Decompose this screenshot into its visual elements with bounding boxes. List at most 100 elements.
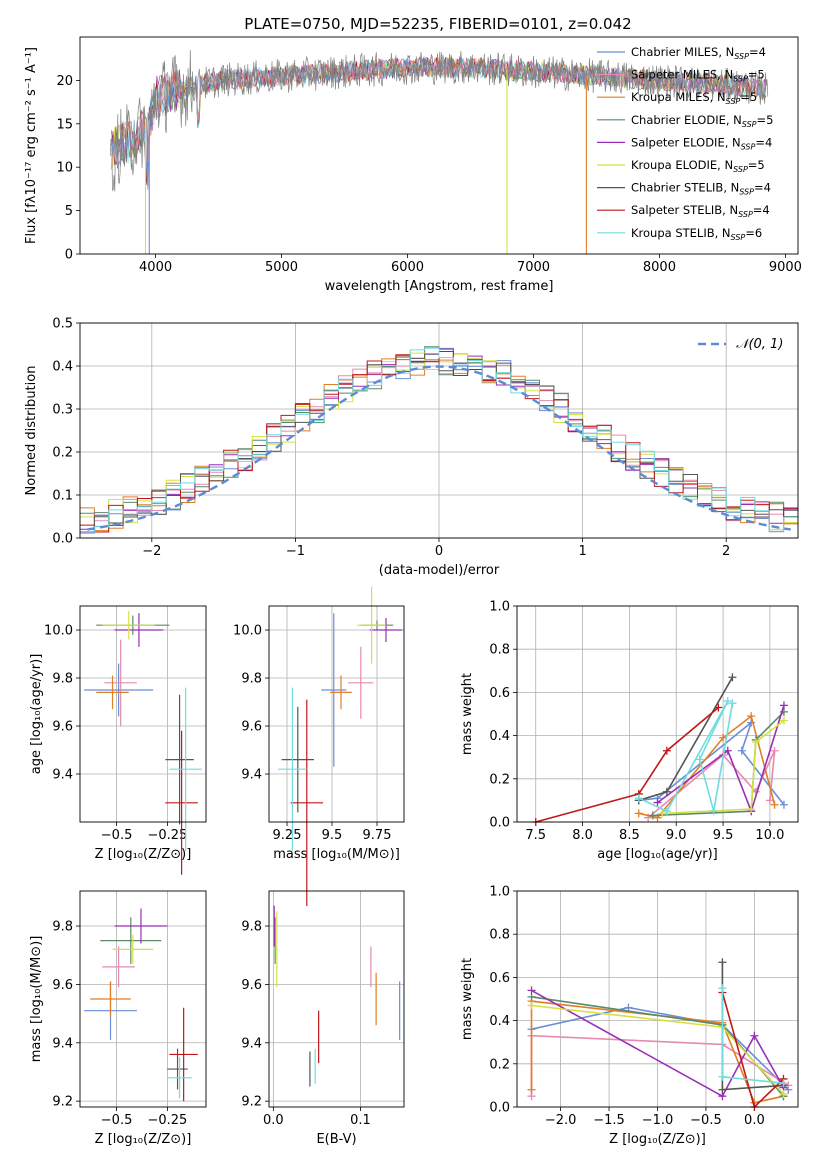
- y-axis-label: Flux [fλ10⁻¹⁷ erg cm⁻² s⁻¹ A⁻¹]: [24, 47, 39, 244]
- series-point: [728, 673, 737, 682]
- y-tick-label: 9.8: [52, 672, 73, 687]
- legend-entry: 𝒩(0, 1): [736, 337, 783, 352]
- x-tick-label: −0.5: [101, 1113, 133, 1128]
- x-tick-label: 0.1: [350, 1113, 371, 1128]
- y-tick-label: 10.0: [44, 624, 73, 639]
- series-point: [779, 1090, 788, 1099]
- legend-subscript: SSP: [734, 52, 749, 61]
- x-tick-label: −0.25: [147, 828, 187, 843]
- series-point: [723, 697, 732, 706]
- series-point: [648, 811, 657, 820]
- legend-subscript: SSP: [733, 165, 748, 174]
- legend-text: Chabrier ELODIE, N: [631, 113, 742, 127]
- series-line: [662, 719, 785, 815]
- y-tick-label: 10.0: [233, 624, 262, 639]
- x-tick-label: −2: [142, 544, 161, 559]
- legend-text: Salpeter MILES, N: [631, 68, 733, 82]
- legend-entry: Kroupa STELIB, NSSP=6: [631, 226, 762, 242]
- series-point: [662, 746, 671, 755]
- legend-text: =6: [745, 226, 762, 240]
- x-tick-label: 9.75: [363, 828, 392, 843]
- x-tick-label: 9.5: [322, 828, 343, 843]
- axes-frame: [268, 890, 405, 1108]
- series-point: [709, 807, 718, 816]
- y-tick-label: 1.0: [489, 600, 510, 615]
- x-tick-label: 0.0: [744, 1113, 765, 1128]
- y-tick-label: 0.2: [489, 772, 510, 787]
- series-point: [779, 716, 788, 725]
- y-tick-label: 9.8: [241, 672, 262, 687]
- legend-text: Salpeter STELIB, N: [631, 203, 738, 217]
- panel-massweight-vs-age: 7.5 8.0 8.5 9.0 9.5 10.0 0.0 0.2 0.4 0.6 0.8 1.0 age…: [460, 600, 799, 862]
- legend-entry: Kroupa MILES, NSSP=5: [631, 90, 757, 106]
- series-point: [747, 805, 756, 814]
- series-point: [770, 746, 779, 755]
- y-tick-label: 9.8: [52, 920, 73, 935]
- y-axis-label: mass weight: [460, 673, 475, 755]
- legend-entry: Chabrier ELODIE, NSSP=5: [631, 113, 773, 129]
- series-point: [723, 746, 732, 755]
- series-point: [779, 701, 788, 710]
- legend-text: Salpeter ELODIE, N: [631, 135, 741, 149]
- legend-entry: Chabrier STELIB, NSSP=4: [631, 181, 771, 197]
- y-tick-label: 0.3: [52, 403, 73, 418]
- legend-entry: Salpeter ELODIE, NSSP=4: [631, 135, 772, 151]
- legend-subscript: SSP: [742, 120, 757, 129]
- series-line: [531, 1006, 789, 1091]
- series-point: [527, 1001, 536, 1010]
- y-tick-label: 10: [56, 161, 73, 176]
- legend-text: =4: [753, 203, 770, 217]
- series-point: [695, 755, 704, 764]
- legend-text: Kroupa STELIB, N: [631, 226, 731, 240]
- y-tick-label: 5: [65, 204, 73, 219]
- figure-title: PLATE=0750, MJD=52235, FIBERID=0101, z=0…: [244, 15, 631, 33]
- series-point: [751, 738, 760, 747]
- x-tick-label: 7000: [517, 260, 550, 275]
- series-point: [737, 746, 746, 755]
- series-point: [747, 712, 756, 721]
- y-tick-label: 1.0: [489, 885, 510, 900]
- y-tick-label: 9.6: [241, 720, 262, 735]
- series-point: [718, 984, 727, 993]
- legend-subscript: SSP: [739, 188, 754, 197]
- series-point: [634, 809, 643, 818]
- x-axis-label: Z [log₁₀(Z/Z⊙)]: [609, 1132, 706, 1147]
- x-tick-label: −2.0: [545, 1113, 577, 1128]
- panel-age-vs-mass: 9.25 9.5 9.75 9.4 9.6 9.8 10.0 mass [log₁₀(M/M⊙…: [233, 586, 405, 906]
- x-tick-label: 8.5: [619, 828, 640, 843]
- y-tick-label: 0.6: [489, 686, 510, 701]
- y-tick-label: 0.2: [489, 1057, 510, 1072]
- y-tick-label: 9.2: [241, 1095, 262, 1110]
- panel-spectrum: 4000 5000 6000 7000 8000 9000 0 5 10 15 20 waveleng…: [24, 36, 802, 294]
- y-tick-label: 0.1: [52, 489, 73, 504]
- series-point: [662, 787, 671, 796]
- series-point: [770, 800, 779, 809]
- axes-frame: [79, 605, 207, 823]
- x-tick-label: −0.5: [101, 828, 133, 843]
- series-point: [653, 798, 662, 807]
- series-line: [535, 706, 719, 823]
- series-point: [658, 809, 667, 818]
- legend-entry: Salpeter STELIB, NSSP=4: [631, 203, 770, 219]
- series-point: [779, 1079, 788, 1088]
- x-tick-label: −0.5: [690, 1113, 722, 1128]
- legend-text: Kroupa MILES, N: [631, 90, 726, 104]
- x-axis-label: Z [log₁₀(Z/Z⊙)]: [95, 847, 192, 862]
- y-axis-label: age [log₁₀(age/yr)]: [29, 654, 44, 775]
- y-tick-label: 9.4: [52, 1036, 73, 1051]
- x-axis-label: (data-model)/error: [379, 563, 500, 578]
- y-tick-label: 0.6: [489, 971, 510, 986]
- x-tick-label: 4000: [139, 260, 172, 275]
- legend-subscript: SSP: [738, 210, 753, 219]
- y-axis-label: Normed distribution: [24, 366, 39, 496]
- x-axis-label: E(B-V): [316, 1132, 356, 1147]
- x-tick-label: 6000: [391, 260, 424, 275]
- histogram-step: [80, 353, 798, 534]
- x-tick-label: −1.0: [642, 1113, 674, 1128]
- x-tick-label: 2: [722, 544, 730, 559]
- series-point: [527, 986, 536, 995]
- series-line: [531, 989, 785, 1098]
- legend-text: =5: [740, 90, 757, 104]
- legend-text: =4: [755, 135, 772, 149]
